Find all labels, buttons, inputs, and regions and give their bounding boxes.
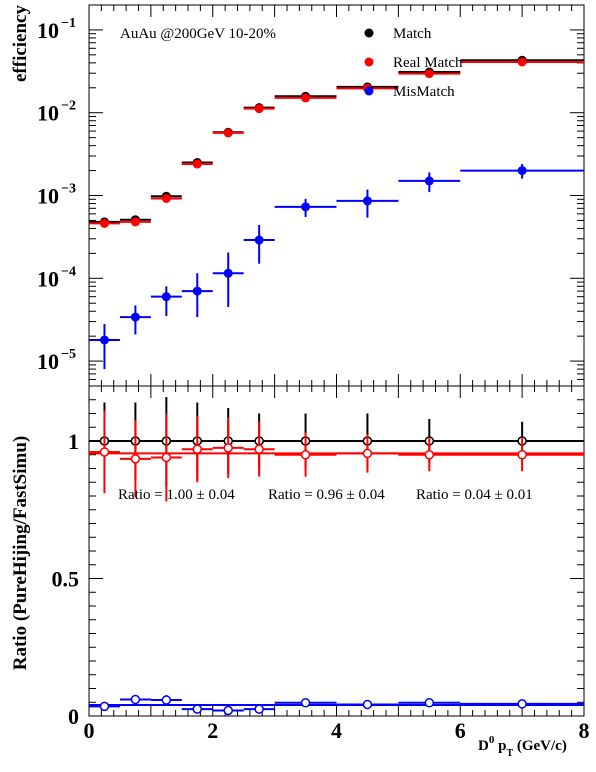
data-point: [99, 218, 109, 228]
bottom-y-tick-label: 0: [68, 704, 79, 729]
data-point: [362, 448, 373, 459]
data-point: [130, 217, 140, 227]
data-point: [192, 444, 203, 454]
x-axis-title-base: D: [478, 738, 489, 754]
data-point: [130, 694, 141, 705]
top-y-tick-label: 10 −2: [37, 99, 76, 126]
data-point: [161, 292, 171, 302]
data-point: [130, 312, 140, 322]
data-point: [424, 69, 434, 79]
x-tick-label: 2: [207, 718, 218, 743]
x-axis-title-sup: 0: [489, 734, 495, 746]
top-y-tick-label: 10 −5: [37, 347, 76, 374]
top-y-tick-label: 10 −1: [37, 16, 76, 43]
x-tick-label: 0: [84, 718, 95, 743]
data-point: [161, 695, 172, 705]
data-point: [99, 447, 110, 457]
data-point: [161, 193, 171, 203]
data-point: [99, 335, 109, 345]
x-tick-label: 4: [331, 718, 342, 743]
top-y-tick-exp: −1: [61, 16, 76, 31]
data-point: [300, 698, 311, 708]
data-point: [223, 443, 233, 453]
top-y-tick-base: 10: [37, 349, 59, 374]
data-point: [130, 454, 141, 464]
data-point: [517, 57, 527, 67]
top-series-mismatch: [89, 164, 584, 370]
x-axis-title: D0 pT (GeV/c): [478, 734, 567, 759]
ratio-series-mismatch: [89, 694, 584, 716]
top-y-tick-label: 10 −4: [37, 264, 76, 291]
x-axis-title-sub: T: [506, 748, 513, 759]
data-point: [300, 450, 311, 460]
top-y-tick-base: 10: [37, 184, 59, 209]
data-point: [301, 93, 311, 103]
data-point: [192, 159, 202, 169]
bottom-y-tick-label: 0.5: [52, 567, 80, 592]
data-point: [517, 699, 527, 709]
bottom-y-tick-label: 1: [68, 429, 79, 454]
top-y-tick-exp: −5: [61, 347, 76, 362]
data-point: [161, 452, 172, 463]
legend-marker: [364, 86, 374, 96]
x-axis-title-unit: (GeV/c): [513, 738, 567, 754]
legend-label: MisMatch: [393, 84, 455, 100]
fit-label: Ratio = 1.00 ± 0.04: [118, 487, 235, 503]
data-point: [301, 202, 311, 212]
legend-marker: [364, 28, 374, 38]
fit-label: Ratio = 0.96 ± 0.04: [268, 487, 385, 503]
data-point: [362, 699, 373, 710]
top-y-tick-base: 10: [37, 101, 59, 126]
data-point: [254, 235, 264, 245]
legend-marker: [364, 57, 374, 67]
x-tick-label: 8: [579, 718, 590, 743]
data-point: [192, 704, 203, 714]
ratio-panel: 0 0.5 1 0 2 4 6 8 Ratio = 1.00 ± 0.04 Ratio = 0.9…: [52, 385, 590, 743]
bottom-y-axis-title: Ratio (PureHijing/FastSimu): [10, 436, 31, 671]
data-point: [223, 128, 233, 138]
annotation: AuAu @200GeV 10-20%: [120, 26, 276, 42]
ratio-series-real-match: [89, 410, 584, 502]
data-point: [254, 444, 264, 454]
top-y-tick-exp: −4: [61, 264, 76, 279]
legend-label: Match: [393, 26, 432, 42]
fit-label: Ratio = 0.04 ± 0.01: [416, 487, 533, 503]
top-y-axis-title: efficiency: [10, 5, 31, 83]
labels: efficiency Ratio (PureHijing/FastSimu) D0 …: [10, 5, 567, 759]
data-point: [254, 104, 264, 114]
data-point: [517, 166, 527, 176]
data-point: [424, 450, 435, 460]
data-point: [223, 268, 233, 278]
data-point: [223, 705, 233, 716]
top-y-tick-base: 10: [37, 18, 59, 43]
data-point: [254, 704, 264, 714]
x-axis-title-mid: p: [494, 738, 506, 754]
data-point: [517, 450, 527, 460]
data-point: [424, 698, 435, 708]
legend-label: Real Match: [393, 55, 463, 71]
data-point: [362, 196, 372, 206]
legend: Match Real Match MisMatch: [364, 26, 463, 100]
top-y-tick-label: 10 −3: [37, 182, 76, 209]
top-y-tick-exp: −3: [61, 182, 76, 197]
data-point: [99, 701, 110, 712]
x-tick-label: 6: [455, 718, 466, 743]
top-y-tick-exp: −2: [61, 99, 76, 114]
data-point: [424, 176, 434, 186]
data-point: [192, 286, 202, 296]
top-y-tick-base: 10: [37, 266, 59, 291]
